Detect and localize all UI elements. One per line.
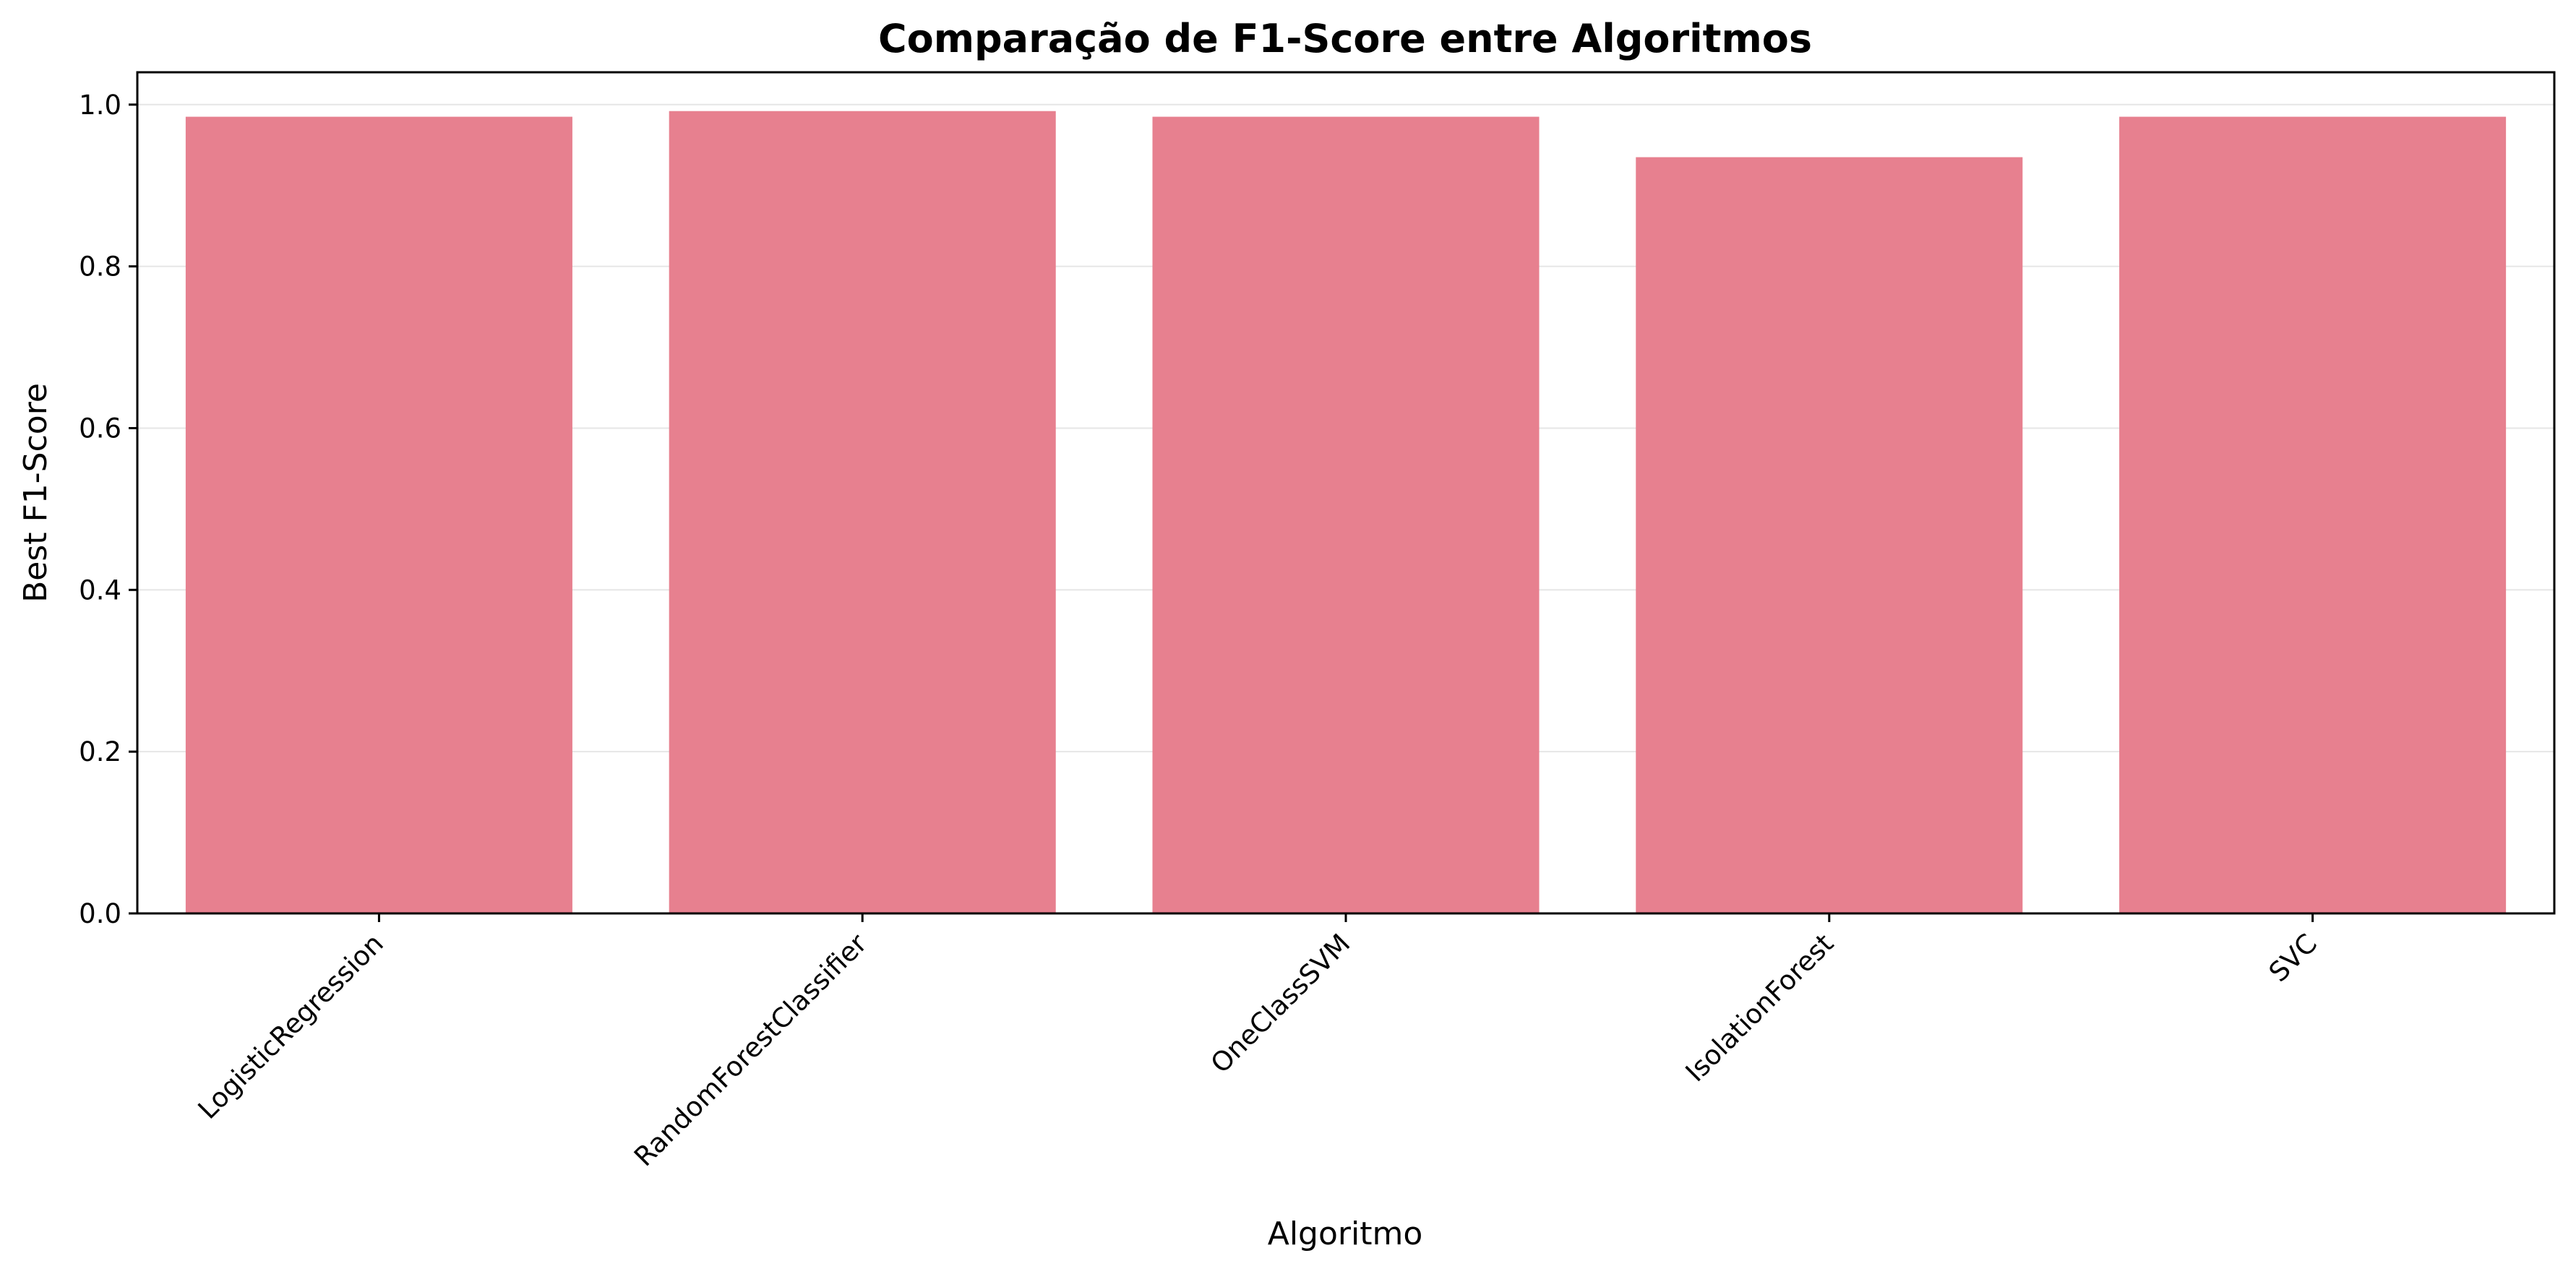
x-tick-label: OneClassSVM (1205, 928, 1357, 1080)
bar-logisticregression (185, 116, 572, 913)
y-axis: 0.0 0.2 0.4 0.6 0.8 1.0 (79, 90, 137, 929)
bar-isolationforest (1636, 157, 2023, 913)
y-tick-label: 0.8 (79, 251, 121, 283)
y-tick-label: 1.0 (79, 90, 121, 121)
bar-randomforestclassifier (669, 111, 1056, 913)
y-axis-label: Best F1-Score (17, 383, 54, 603)
bar-oneclasssvm (1152, 116, 1540, 913)
x-axis-label: Algoritmo (1268, 1215, 1423, 1252)
y-tick-label: 0.4 (79, 574, 121, 606)
x-tick-label: RandomForestClassifier (628, 927, 873, 1172)
y-tick-label: 0.6 (79, 413, 121, 444)
chart-title: Comparação de F1-Score entre Algoritmos (878, 16, 1812, 61)
bars (185, 111, 2507, 913)
x-tick-label: IsolationForest (1680, 928, 1839, 1088)
x-tick-label: SVC (2263, 928, 2323, 988)
y-tick-label: 0.0 (79, 898, 121, 929)
y-tick-label: 0.2 (79, 736, 121, 767)
bar-svc (2119, 116, 2507, 913)
x-tick-label: LogisticRegression (192, 928, 390, 1125)
x-axis: LogisticRegression RandomForestClassifier… (192, 913, 2323, 1172)
